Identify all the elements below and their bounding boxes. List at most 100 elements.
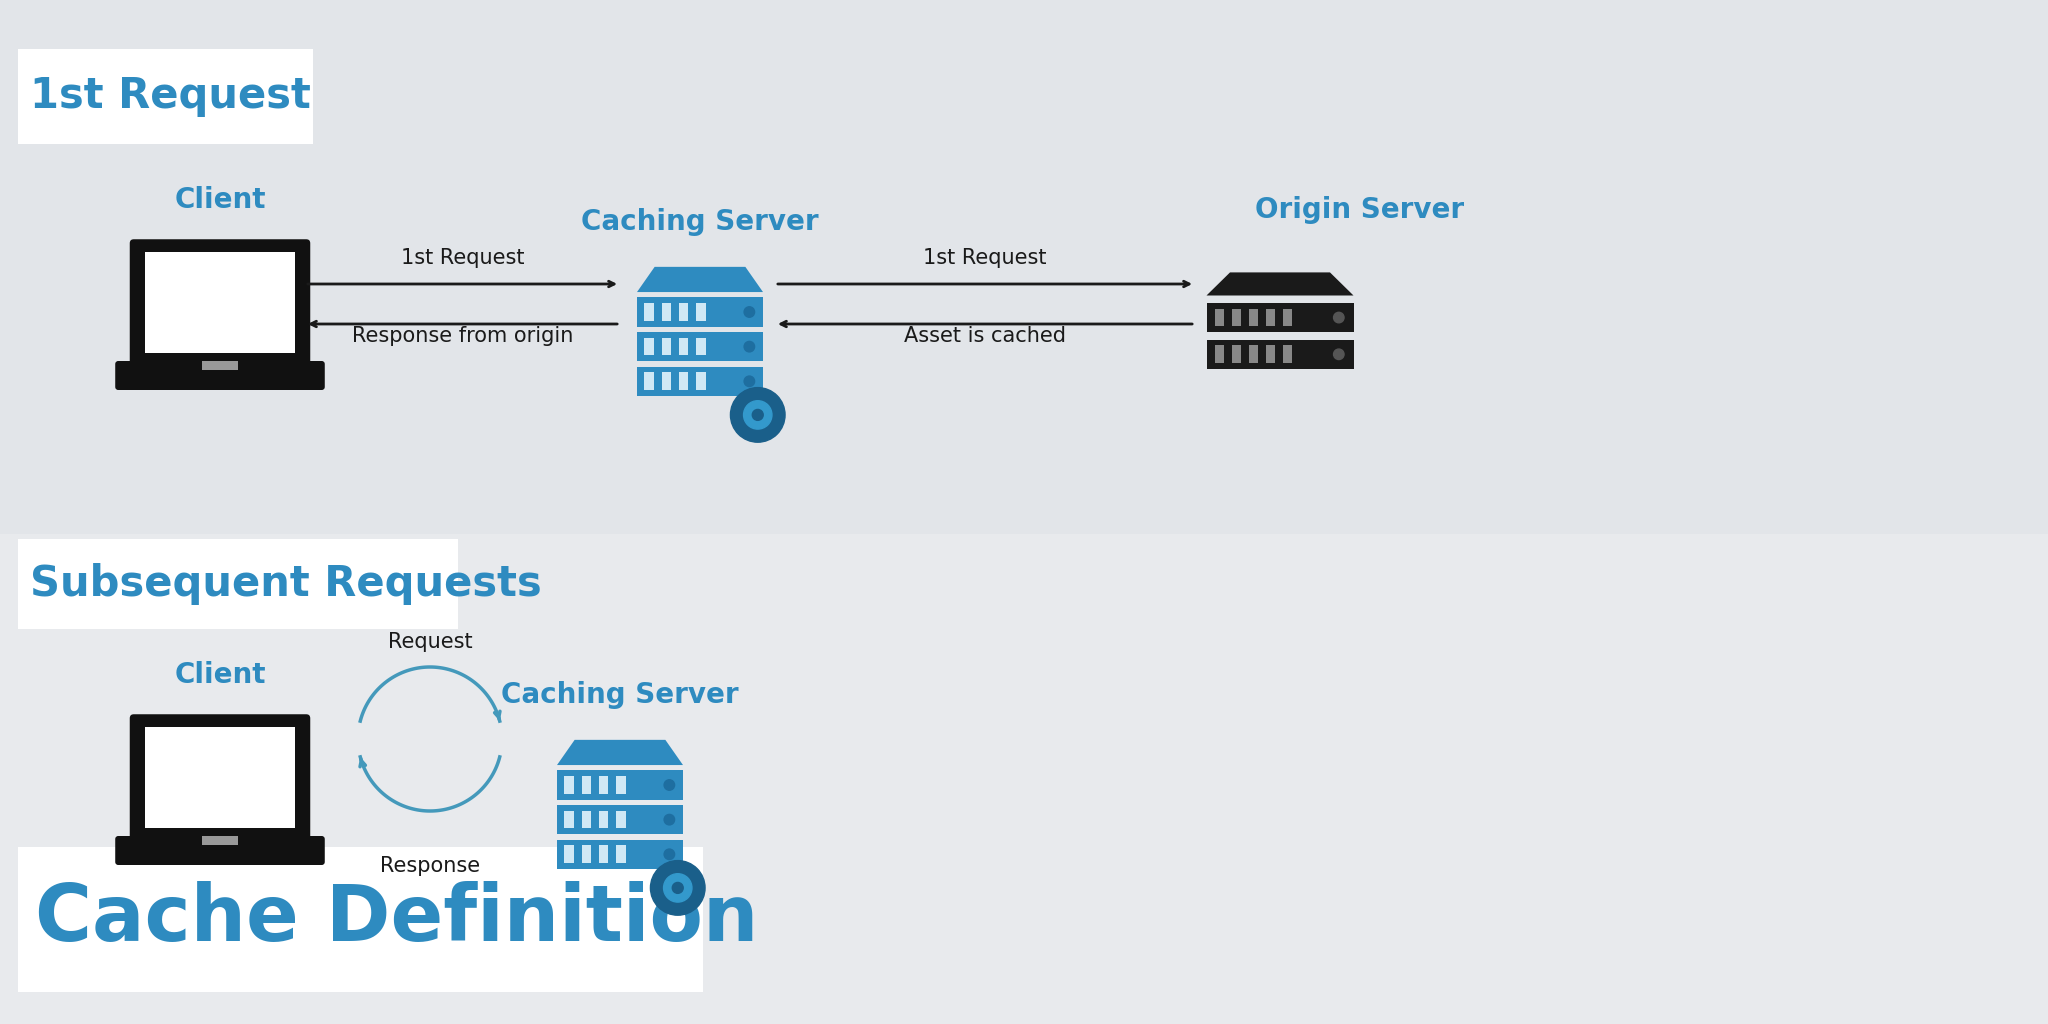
FancyBboxPatch shape bbox=[557, 805, 682, 835]
FancyBboxPatch shape bbox=[582, 811, 592, 828]
Text: Asset is cached: Asset is cached bbox=[903, 326, 1067, 346]
FancyBboxPatch shape bbox=[678, 303, 688, 321]
Text: Request: Request bbox=[387, 632, 473, 652]
FancyBboxPatch shape bbox=[145, 253, 295, 352]
Circle shape bbox=[731, 388, 784, 442]
Circle shape bbox=[672, 883, 684, 893]
FancyBboxPatch shape bbox=[645, 303, 653, 321]
FancyBboxPatch shape bbox=[1266, 345, 1276, 364]
FancyBboxPatch shape bbox=[696, 373, 707, 390]
FancyBboxPatch shape bbox=[1233, 308, 1241, 327]
Polygon shape bbox=[674, 906, 682, 914]
FancyBboxPatch shape bbox=[637, 297, 764, 327]
FancyBboxPatch shape bbox=[557, 770, 682, 800]
Text: Client: Client bbox=[174, 186, 266, 214]
Circle shape bbox=[752, 410, 764, 421]
Polygon shape bbox=[1206, 272, 1354, 296]
FancyBboxPatch shape bbox=[678, 338, 688, 355]
Polygon shape bbox=[657, 898, 668, 909]
FancyBboxPatch shape bbox=[565, 846, 573, 863]
Circle shape bbox=[743, 341, 754, 352]
FancyBboxPatch shape bbox=[598, 846, 608, 863]
FancyBboxPatch shape bbox=[18, 49, 313, 144]
FancyBboxPatch shape bbox=[557, 840, 682, 869]
Polygon shape bbox=[737, 426, 748, 436]
FancyBboxPatch shape bbox=[598, 811, 608, 828]
Circle shape bbox=[743, 307, 754, 317]
Polygon shape bbox=[731, 412, 739, 419]
FancyBboxPatch shape bbox=[115, 836, 326, 865]
FancyBboxPatch shape bbox=[115, 361, 326, 390]
FancyBboxPatch shape bbox=[582, 846, 592, 863]
Circle shape bbox=[1333, 312, 1343, 323]
Polygon shape bbox=[557, 740, 682, 765]
FancyBboxPatch shape bbox=[1249, 345, 1257, 364]
FancyBboxPatch shape bbox=[1214, 345, 1225, 364]
Text: 1st Request: 1st Request bbox=[924, 248, 1047, 268]
Circle shape bbox=[651, 860, 705, 915]
FancyBboxPatch shape bbox=[0, 0, 2048, 534]
FancyBboxPatch shape bbox=[565, 811, 573, 828]
FancyBboxPatch shape bbox=[645, 338, 653, 355]
Polygon shape bbox=[768, 394, 778, 404]
Polygon shape bbox=[688, 867, 698, 878]
FancyBboxPatch shape bbox=[696, 338, 707, 355]
FancyBboxPatch shape bbox=[1233, 345, 1241, 364]
Text: Cache Definition: Cache Definition bbox=[35, 881, 758, 957]
Circle shape bbox=[1333, 349, 1343, 359]
Circle shape bbox=[743, 376, 754, 386]
Polygon shape bbox=[754, 389, 762, 396]
FancyBboxPatch shape bbox=[1206, 303, 1354, 332]
Circle shape bbox=[743, 400, 772, 429]
Polygon shape bbox=[737, 394, 748, 404]
FancyBboxPatch shape bbox=[201, 360, 238, 370]
FancyBboxPatch shape bbox=[1282, 308, 1292, 327]
FancyBboxPatch shape bbox=[662, 303, 672, 321]
Polygon shape bbox=[651, 885, 659, 892]
Text: Origin Server: Origin Server bbox=[1255, 196, 1464, 224]
FancyBboxPatch shape bbox=[645, 373, 653, 390]
FancyBboxPatch shape bbox=[598, 776, 608, 794]
Circle shape bbox=[664, 779, 674, 791]
Circle shape bbox=[664, 873, 692, 902]
Text: Response: Response bbox=[381, 856, 479, 876]
FancyBboxPatch shape bbox=[662, 373, 672, 390]
Text: Subsequent Requests: Subsequent Requests bbox=[31, 563, 543, 605]
FancyBboxPatch shape bbox=[145, 727, 295, 827]
FancyBboxPatch shape bbox=[616, 776, 625, 794]
Text: 1st Request: 1st Request bbox=[31, 75, 311, 117]
FancyBboxPatch shape bbox=[678, 373, 688, 390]
FancyBboxPatch shape bbox=[637, 367, 764, 396]
Polygon shape bbox=[754, 433, 762, 441]
FancyBboxPatch shape bbox=[18, 539, 459, 629]
FancyBboxPatch shape bbox=[696, 303, 707, 321]
Text: Response from origin: Response from origin bbox=[352, 326, 573, 346]
FancyBboxPatch shape bbox=[662, 338, 672, 355]
FancyBboxPatch shape bbox=[1266, 308, 1276, 327]
Circle shape bbox=[664, 849, 674, 859]
FancyBboxPatch shape bbox=[616, 811, 625, 828]
Polygon shape bbox=[688, 898, 698, 909]
Text: Caching Server: Caching Server bbox=[582, 208, 819, 236]
Polygon shape bbox=[657, 867, 668, 878]
Text: 1st Request: 1st Request bbox=[401, 248, 524, 268]
FancyBboxPatch shape bbox=[1206, 340, 1354, 369]
FancyBboxPatch shape bbox=[129, 240, 309, 368]
Polygon shape bbox=[637, 267, 764, 292]
FancyBboxPatch shape bbox=[582, 776, 592, 794]
Circle shape bbox=[664, 814, 674, 825]
Polygon shape bbox=[776, 412, 784, 419]
FancyBboxPatch shape bbox=[129, 715, 309, 843]
Text: Client: Client bbox=[174, 662, 266, 689]
FancyBboxPatch shape bbox=[1249, 308, 1257, 327]
Polygon shape bbox=[768, 426, 778, 436]
Polygon shape bbox=[674, 862, 682, 869]
FancyBboxPatch shape bbox=[18, 847, 702, 992]
FancyBboxPatch shape bbox=[616, 846, 625, 863]
FancyBboxPatch shape bbox=[565, 776, 573, 794]
FancyBboxPatch shape bbox=[1282, 345, 1292, 364]
FancyBboxPatch shape bbox=[637, 332, 764, 361]
FancyBboxPatch shape bbox=[201, 836, 238, 845]
Polygon shape bbox=[696, 885, 705, 892]
FancyBboxPatch shape bbox=[1214, 308, 1225, 327]
